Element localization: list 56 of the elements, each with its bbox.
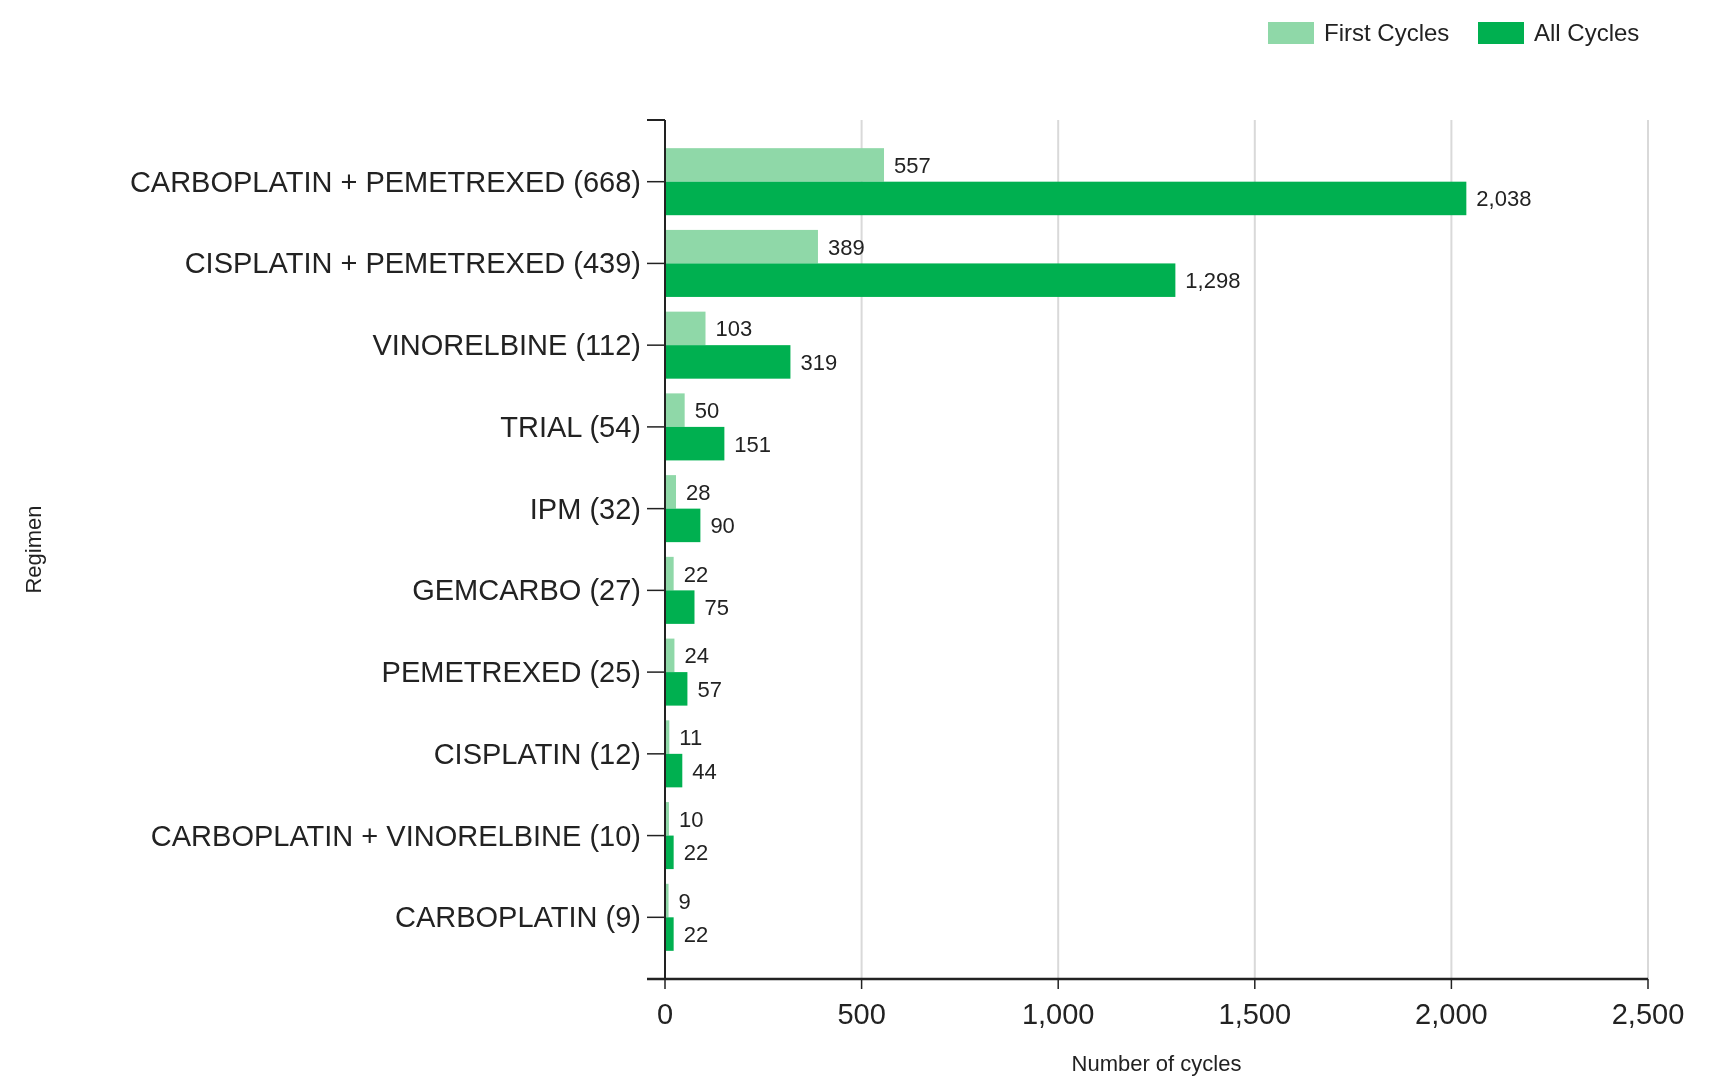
data-label: 44 [692,758,717,784]
bar [665,148,885,182]
bar [665,345,791,379]
bar [665,672,688,706]
data-label: 557 [894,152,931,178]
bar [665,835,674,870]
y-tick-label: TRIAL (54) [500,410,641,443]
bar [665,311,706,346]
data-label: 22 [683,840,709,866]
y-tick-label: VINORELBINE (112) [372,329,641,362]
data-label: 57 [697,676,722,702]
x-tick-label: 1,500 [1218,998,1292,1030]
data-label: 11 [679,725,703,751]
data-label: 22 [683,922,709,948]
bar [665,426,725,461]
data-label: 151 [734,431,772,457]
data-label: 24 [684,643,709,669]
bar [665,263,1176,297]
y-tick-label: CISPLATIN + PEMETREXED (439) [184,247,641,280]
x-tick-label: 0 [656,998,674,1030]
data-label: 9 [678,888,691,914]
y-tick-label: IPM (32) [529,492,641,525]
data-label: 90 [710,513,735,539]
bar [665,917,674,951]
x-tick-label: 500 [837,998,886,1030]
data-label: 389 [827,234,865,260]
data-label: 319 [800,349,838,375]
x-tick-label: 1,000 [1021,998,1095,1030]
data-label: 10 [678,806,704,832]
legend-label: First Cycles [1324,19,1450,46]
y-axis-title: Regimen [21,505,46,594]
bar [665,229,818,264]
y-tick-label: CARBOPLATIN (9) [394,901,641,934]
data-label: 2,038 [1476,186,1532,212]
y-tick-label: GEMCARBO (27) [412,574,641,607]
y-tick-label: CISPLATIN (12) [433,737,641,770]
bar [665,475,677,509]
data-label: 28 [686,479,711,505]
data-label: 22 [683,561,709,587]
bar [665,590,695,624]
bar [665,508,701,543]
bar [665,393,685,427]
bar [665,556,674,591]
x-tick-label: 2,000 [1415,998,1488,1030]
y-tick-label: CARBOPLATIN + PEMETREXED (668) [129,165,641,198]
bar [665,753,683,788]
y-tick-label: PEMETREXED (25) [381,656,641,689]
bar [665,181,1467,216]
data-label: 1,298 [1185,268,1241,294]
legend-label: All Cycles [1534,19,1640,46]
data-label: 103 [715,316,753,342]
x-tick-label: 2,500 [1611,998,1685,1030]
data-label: 75 [704,595,729,621]
x-axis-title: Number of cycles [1071,1051,1242,1076]
data-label: 50 [694,398,720,424]
y-tick-label: CARBOPLATIN + VINORELBINE (10) [150,819,641,852]
